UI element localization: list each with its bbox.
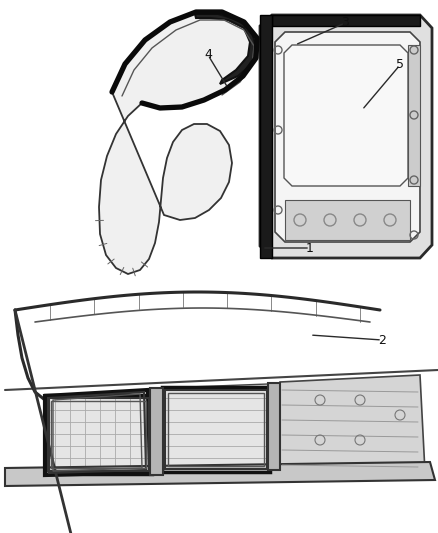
- Polygon shape: [272, 15, 420, 26]
- Polygon shape: [150, 388, 163, 475]
- Text: 1: 1: [306, 241, 314, 254]
- Text: 3: 3: [341, 17, 349, 29]
- Text: 4: 4: [204, 49, 212, 61]
- Polygon shape: [0, 282, 438, 533]
- Polygon shape: [408, 45, 420, 186]
- Polygon shape: [268, 383, 280, 470]
- Polygon shape: [45, 390, 150, 475]
- Polygon shape: [5, 462, 435, 486]
- Polygon shape: [260, 15, 432, 258]
- Polygon shape: [280, 375, 425, 475]
- Polygon shape: [260, 15, 272, 258]
- Polygon shape: [275, 32, 420, 242]
- Text: 5: 5: [396, 59, 404, 71]
- Polygon shape: [162, 384, 270, 472]
- Polygon shape: [285, 200, 410, 240]
- Polygon shape: [99, 12, 257, 274]
- Polygon shape: [195, 14, 256, 84]
- Polygon shape: [284, 45, 408, 186]
- Text: 2: 2: [378, 334, 386, 346]
